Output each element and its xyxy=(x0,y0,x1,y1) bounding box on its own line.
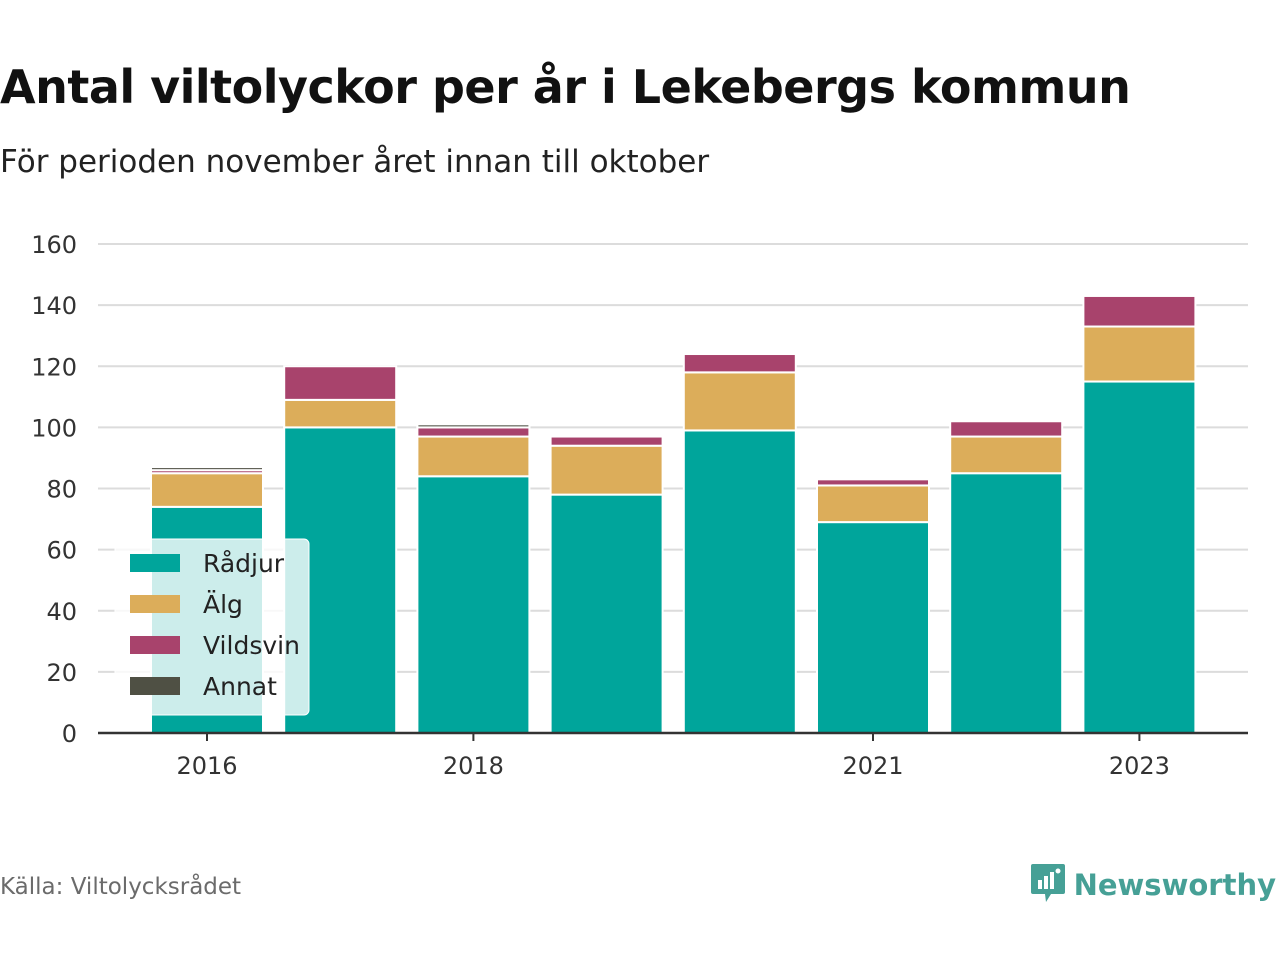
stacked-bar-chart: 0 20 40 60 80 100 120 140 160 2016 2018 2021 2023 R… xyxy=(31,231,1248,780)
legend-box xyxy=(114,538,310,716)
legend-swatch xyxy=(130,677,180,695)
y-tick-label: 60 xyxy=(46,537,77,565)
legend-label: Annat xyxy=(203,672,277,701)
y-tick-label: 0 xyxy=(62,720,77,748)
bar-segment xyxy=(1082,325,1197,383)
bar-segment xyxy=(416,435,531,478)
newsworthy-logo-icon xyxy=(1030,862,1066,908)
y-tick-label: 100 xyxy=(31,414,77,442)
legend-label: Vildsvin xyxy=(203,631,300,660)
legend-label: Älg xyxy=(203,590,243,619)
bar-segment xyxy=(549,493,664,734)
bar-segment xyxy=(682,353,797,374)
x-tick-label: 2021 xyxy=(842,752,903,780)
brand-name: Newsworthy xyxy=(1073,868,1276,902)
bars xyxy=(150,294,1197,735)
bar-segment xyxy=(416,475,531,734)
chart-subtitle: För perioden november året innan till ok… xyxy=(0,144,710,180)
x-tick-label: 2016 xyxy=(176,752,237,780)
x-axis: 2016 2018 2021 2023 xyxy=(98,731,1248,780)
bar-segment xyxy=(150,472,264,508)
chart-title: Antal viltolyckor per år i Lekebergs kom… xyxy=(0,60,1131,114)
bar-segment xyxy=(949,472,1064,734)
y-tick-label: 20 xyxy=(46,659,77,687)
bar-segment xyxy=(816,484,930,524)
bar-segment xyxy=(549,444,664,496)
bar-segment xyxy=(1082,294,1197,328)
legend-swatch xyxy=(130,595,180,613)
x-tick-label: 2018 xyxy=(443,752,504,780)
legend-swatch xyxy=(130,554,180,572)
bar-segment xyxy=(283,365,398,401)
legend: Rådjur Älg Vildsvin Annat xyxy=(114,538,310,716)
bar-segment xyxy=(416,426,531,438)
legend-label: Rådjur xyxy=(203,549,285,578)
source-note: Källa: Viltolycksrådet xyxy=(0,874,242,900)
y-tick-label: 120 xyxy=(31,353,77,381)
y-tick-label: 40 xyxy=(46,598,77,626)
bar-segment xyxy=(816,478,930,487)
bar-segment xyxy=(416,423,531,429)
legend-swatch xyxy=(130,636,180,654)
brand: Newsworthy xyxy=(1030,862,1276,908)
y-tick-label: 160 xyxy=(31,231,77,259)
bar-segment xyxy=(682,371,797,432)
bar-segment xyxy=(682,429,797,734)
y-tick-label: 140 xyxy=(31,292,77,320)
x-tick-label: 2023 xyxy=(1109,752,1170,780)
y-axis-ticks: 0 20 40 60 80 100 120 140 160 xyxy=(31,231,77,748)
bar-segment xyxy=(949,420,1064,438)
bar-segment xyxy=(1082,380,1197,734)
bar-segment xyxy=(283,398,398,429)
bar-segment xyxy=(816,521,930,735)
y-tick-label: 80 xyxy=(46,476,77,504)
bar-segment xyxy=(150,466,264,472)
bar-segment xyxy=(949,435,1064,475)
bar-segment xyxy=(549,435,664,447)
